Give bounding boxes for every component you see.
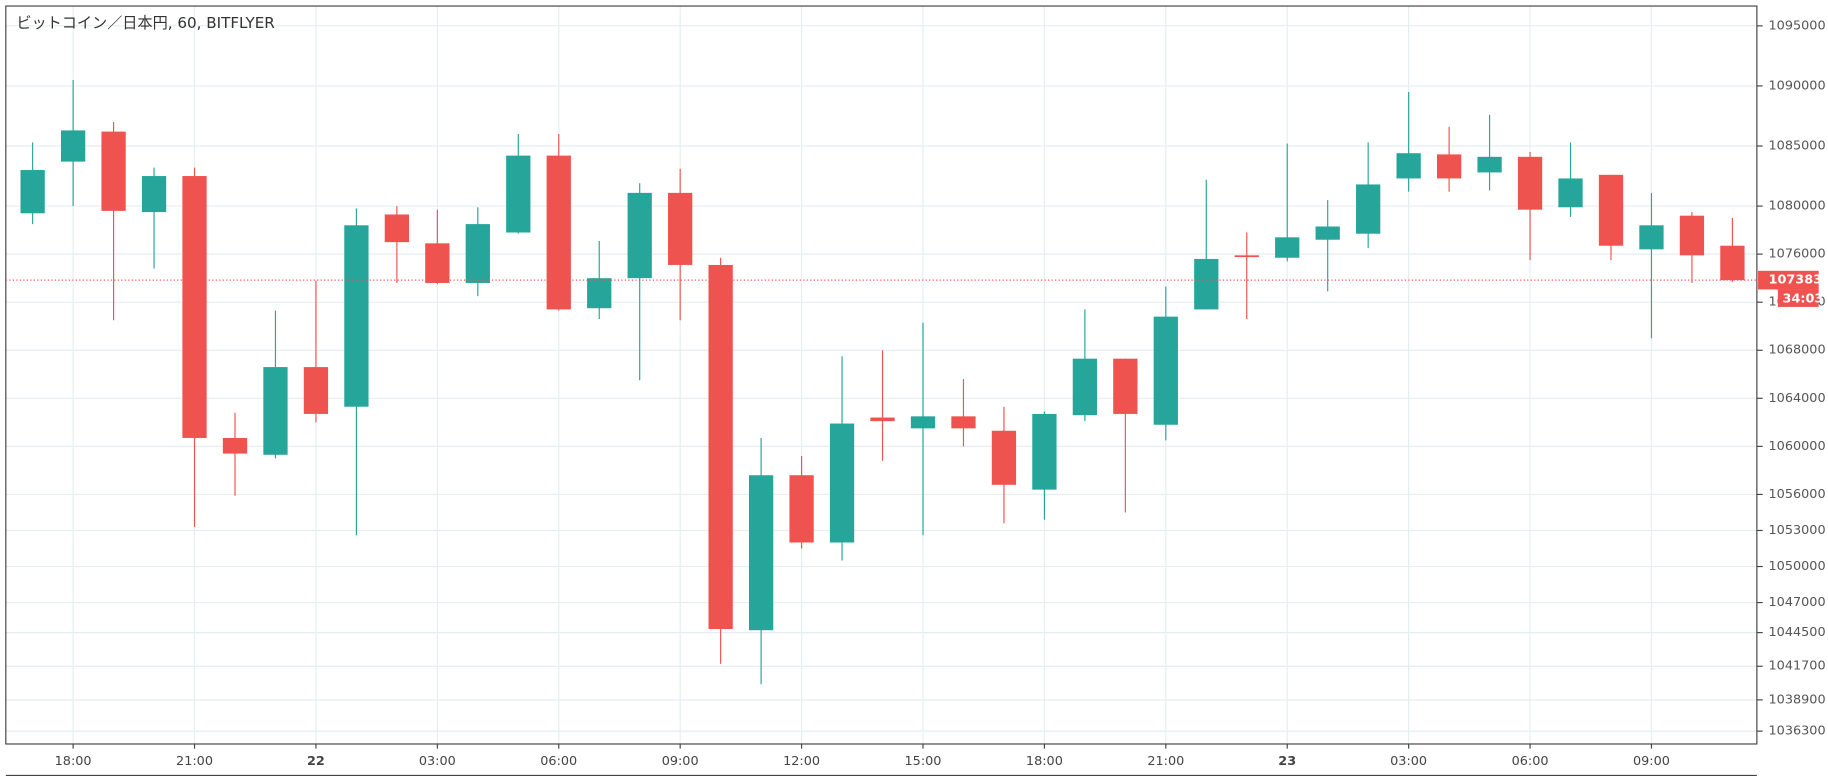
candle-body [1477, 156, 1502, 173]
y-tick-label: 1047000 [1769, 595, 1826, 610]
candle-body [263, 367, 288, 455]
candle-body [222, 437, 248, 454]
candle-body [1517, 156, 1543, 210]
y-tick-label: 1041700 [1769, 659, 1826, 674]
candle-body [141, 176, 167, 213]
candle-body [951, 416, 976, 429]
y-tick-label: 1095000 [1769, 18, 1826, 33]
candle-body [1275, 237, 1300, 258]
x-tick-label: 03:00 [1390, 754, 1427, 769]
candle-body [1032, 413, 1057, 490]
candle-body [20, 170, 45, 214]
candle-body [1072, 358, 1098, 416]
candle-body [1194, 258, 1219, 310]
y-tick-label: 1080000 [1769, 199, 1826, 214]
countdown-badge [1777, 289, 1819, 307]
candle-body [1113, 358, 1138, 414]
countdown-label: 34:03 [1783, 291, 1824, 306]
candle-body [425, 243, 450, 283]
candle-body [1639, 225, 1664, 250]
x-tick-label: 23 [1278, 754, 1296, 769]
y-tick-label: 1068000 [1769, 343, 1826, 358]
y-tick-label: 1064000 [1769, 391, 1826, 406]
x-tick-label: 18:00 [55, 754, 92, 769]
x-tick-label: 09:00 [1633, 754, 1670, 769]
candle-body [829, 423, 855, 543]
candle-body [1679, 215, 1705, 256]
candle-body [182, 176, 207, 438]
candle-body [627, 192, 652, 279]
candle-body [465, 224, 490, 283]
x-tick-label: 21:00 [1147, 754, 1184, 769]
candle-body [506, 155, 531, 233]
y-tick-label: 1090000 [1769, 78, 1826, 93]
price-label: 1073837 [1769, 273, 1828, 288]
candle-body [708, 264, 733, 630]
grid [5, 6, 1757, 744]
candle-body [1558, 178, 1583, 208]
candle-body [60, 130, 86, 162]
candle-body [789, 475, 814, 543]
x-tick-label: 06:00 [540, 754, 577, 769]
candle-body [101, 131, 126, 211]
y-tick-label: 1056000 [1769, 487, 1826, 502]
candle-body [384, 214, 410, 243]
candle-body [668, 192, 693, 265]
x-tick-label: 12:00 [783, 754, 820, 769]
x-tick-label: 21:00 [176, 754, 213, 769]
x-tick-label: 06:00 [1512, 754, 1549, 769]
x-tick-label: 03:00 [419, 754, 456, 769]
chart-title: ビットコイン／日本円, 60, BITFLYER [16, 14, 275, 32]
candle-body [1436, 154, 1462, 179]
candle-body [991, 430, 1017, 485]
candle-body [1356, 184, 1381, 234]
x-tick-label: 09:00 [662, 754, 699, 769]
candle-body [870, 417, 895, 422]
plot-border [5, 5, 1758, 745]
candle-body [303, 367, 329, 414]
y-tick-label: 1044500 [1769, 625, 1826, 640]
candle-body [1720, 245, 1745, 281]
y-tick-label: 1036300 [1769, 724, 1826, 739]
candle-body [1598, 174, 1624, 246]
candle-body [1396, 153, 1421, 179]
candle-body [1153, 316, 1178, 425]
y-tick-label: 1038900 [1769, 692, 1826, 707]
y-tick-label: 1053000 [1769, 523, 1826, 538]
candle-body [546, 155, 571, 310]
y-tick-label: 1060000 [1769, 439, 1826, 454]
candle-body [587, 278, 612, 309]
candle-body [910, 416, 936, 429]
y-tick-label: 1050000 [1769, 559, 1826, 574]
candle-body [1234, 255, 1259, 258]
candle-body [748, 475, 774, 631]
price-badge [1758, 270, 1819, 290]
x-tick-label: 18:00 [1026, 754, 1063, 769]
y-tick-label: 1076000 [1769, 247, 1826, 262]
candle-body [344, 225, 369, 407]
x-tick-label: 15:00 [905, 754, 942, 769]
x-tick-label: 22 [307, 754, 325, 769]
candles [20, 79, 1745, 685]
y-tick-label: 1085000 [1769, 139, 1826, 154]
candle-body [1315, 226, 1340, 240]
